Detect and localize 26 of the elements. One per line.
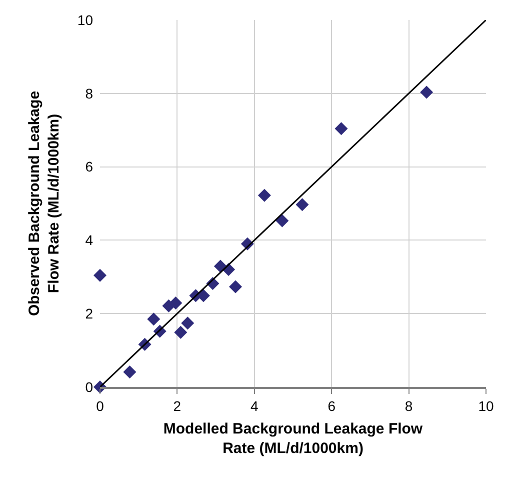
y-tick-label: 2 <box>85 306 94 322</box>
point <box>420 86 434 99</box>
x-tick-label: 8 <box>404 398 413 414</box>
x-axis-title: Modelled Background Leakage Flow Rate (ML/d/1000km) <box>163 420 423 457</box>
point <box>334 122 348 136</box>
point <box>296 198 309 212</box>
y-tick-label: 10 <box>77 12 94 28</box>
y-tick-label: 6 <box>85 158 94 175</box>
point <box>94 268 106 282</box>
x-tick-label: 10 <box>478 398 494 414</box>
point <box>169 296 182 310</box>
point <box>123 365 136 378</box>
point <box>147 312 160 326</box>
point <box>228 280 242 294</box>
y-tick-label: 4 <box>85 232 94 248</box>
x-tick-label: 0 <box>96 398 104 414</box>
point <box>181 316 194 330</box>
x-tick-label: 4 <box>250 398 258 414</box>
point <box>276 214 289 228</box>
point <box>174 326 188 339</box>
y-tick-label: 0 <box>85 378 94 395</box>
y-tick-label: 8 <box>85 85 94 102</box>
x-tick-label: 6 <box>328 398 336 414</box>
x-tick-label: 2 <box>173 398 182 414</box>
y-axis-title: Observed Background Leakage Flow Rate (ML/d/1000km) <box>26 90 63 316</box>
point <box>258 188 271 202</box>
